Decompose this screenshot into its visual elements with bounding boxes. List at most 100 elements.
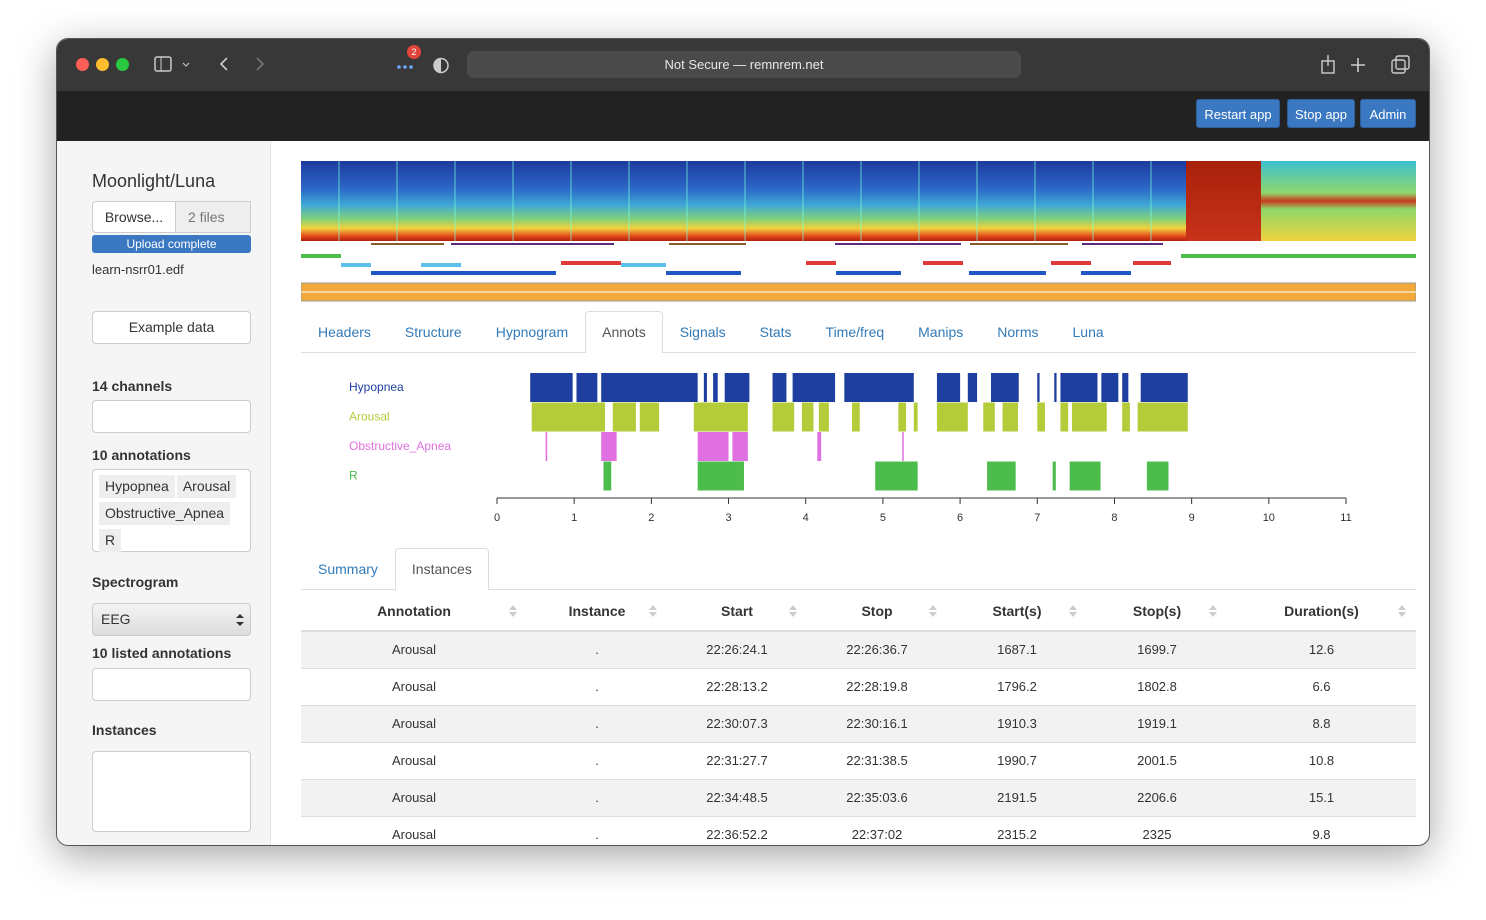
annotation-event (1101, 373, 1118, 402)
sort-icon (929, 604, 937, 618)
instances-table: AnnotationInstanceStartStopStart(s)Stop(… (301, 591, 1416, 846)
legend-label: Arousal (349, 410, 390, 424)
annotation-event (844, 373, 913, 402)
table-cell: 2191.5 (947, 779, 1087, 816)
tab[interactable]: Signals (663, 311, 743, 352)
tab[interactable]: Luna (1056, 311, 1121, 352)
table-cell: . (527, 779, 667, 816)
column-header[interactable]: Annotation (301, 591, 527, 631)
table-row[interactable]: Arousal.22:28:13.222:28:19.81796.21802.8… (301, 668, 1416, 705)
restart-button[interactable]: Restart app (1196, 99, 1280, 128)
legend-label: Obstructive_Apnea (349, 439, 451, 453)
legend-label: Hypopnea (349, 380, 404, 394)
table-row[interactable]: Arousal.22:31:27.722:31:38.51990.72001.5… (301, 742, 1416, 779)
example-button[interactable]: Example data (92, 311, 251, 344)
table-cell: 22:36:52.2 (667, 816, 807, 846)
tab[interactable]: Annots (585, 311, 663, 353)
browse-button[interactable]: Browse... (92, 201, 176, 233)
annotation-tag[interactable]: Obstructive_Apnea (99, 502, 230, 525)
annotation-event (914, 403, 918, 432)
sort-icon (1069, 604, 1077, 618)
annotation-tag[interactable]: Hypopnea (99, 475, 175, 498)
channels-label: 14 channels (92, 378, 172, 394)
table-cell: . (527, 631, 667, 668)
hypnogram (301, 241, 1416, 303)
address-bar[interactable]: Not Secure — remnrem.net (467, 51, 1021, 78)
column-header[interactable]: Stop (807, 591, 947, 631)
sort-icon (509, 604, 517, 618)
annotation-event (1037, 403, 1045, 432)
channels-input[interactable] (92, 400, 251, 433)
column-header[interactable]: Stop(s) (1087, 591, 1227, 631)
title-bar: 2 Not Secure — remnrem.net (57, 39, 1430, 91)
main-panel: HeadersStructureHypnogramAnnotsSignalsSt… (301, 141, 1416, 846)
table-cell: 22:31:27.7 (667, 742, 807, 779)
instances-input[interactable] (92, 751, 251, 832)
tab[interactable]: Instances (395, 548, 489, 590)
extension-icons[interactable] (395, 55, 455, 75)
annotations-label: 10 annotations (92, 447, 191, 463)
table-cell: 2001.5 (1087, 742, 1227, 779)
tab[interactable]: Summary (301, 548, 395, 589)
annotation-event (991, 373, 1019, 402)
x-tick-label: 10 (1263, 512, 1275, 524)
table-cell: 8.8 (1227, 705, 1416, 742)
table-row[interactable]: Arousal.22:30:07.322:30:16.11910.31919.1… (301, 705, 1416, 742)
listed-input[interactable] (92, 668, 251, 701)
tab[interactable]: Time/freq (809, 311, 902, 352)
annotation-event (704, 373, 707, 402)
tab[interactable]: Structure (388, 311, 479, 352)
tab[interactable]: Manips (901, 311, 980, 352)
annotation-event (852, 403, 860, 432)
annotation-tag[interactable]: R (99, 529, 121, 552)
tab[interactable]: Norms (980, 311, 1055, 352)
close-button[interactable] (76, 58, 89, 71)
legend-label: R (349, 469, 358, 483)
tab[interactable]: Headers (301, 311, 388, 352)
annotation-event (698, 462, 744, 491)
column-header[interactable]: Start (667, 591, 807, 631)
zoom-button[interactable] (116, 58, 129, 71)
annotation-event (604, 462, 612, 491)
admin-button[interactable]: Admin (1360, 99, 1416, 128)
annotation-event (576, 373, 597, 402)
sort-arrows (929, 605, 937, 617)
annotation-event (987, 462, 1016, 491)
sort-arrows (789, 605, 797, 617)
x-tick-label: 3 (725, 512, 731, 524)
browser-window: 2 Not Secure — remnrem.net Restart app S… (56, 38, 1430, 846)
stop-button[interactable]: Stop app (1287, 99, 1355, 128)
x-tick-label: 8 (1111, 512, 1117, 524)
tab[interactable]: Stats (743, 311, 809, 352)
annotation-event (1147, 462, 1169, 491)
column-header[interactable]: Start(s) (947, 591, 1087, 631)
tab-bar: HeadersStructureHypnogramAnnotsSignalsSt… (301, 311, 1416, 353)
table-row[interactable]: Arousal.22:26:24.122:26:36.71687.11699.7… (301, 631, 1416, 668)
table-cell: . (527, 742, 667, 779)
spectrogram-artifact (1261, 161, 1416, 241)
spectrogram-select[interactable]: EEG (92, 603, 251, 636)
annotations-select[interactable]: HypopneaArousal Obstructive_Apnea R (92, 469, 251, 552)
column-header[interactable]: Duration(s) (1227, 591, 1416, 631)
annotation-event (937, 373, 960, 402)
tab[interactable]: Hypnogram (479, 311, 585, 352)
toolbar-icons[interactable] (1312, 53, 1412, 77)
table-cell: . (527, 705, 667, 742)
annotation-event (725, 373, 750, 402)
minimize-button[interactable] (96, 58, 109, 71)
annotation-event (1037, 373, 1039, 402)
table-row[interactable]: Arousal.22:36:52.222:37:022315.223259.8 (301, 816, 1416, 846)
annotation-event (613, 403, 636, 432)
sort-icon (789, 604, 797, 618)
table-cell: 22:26:24.1 (667, 631, 807, 668)
table-head: AnnotationInstanceStartStopStart(s)Stop(… (301, 591, 1416, 631)
annotation-event (773, 373, 787, 402)
annotation-tag[interactable]: Arousal (177, 475, 236, 498)
spectrogram-artifact (1186, 161, 1261, 241)
table-cell: . (527, 668, 667, 705)
annotation-event (698, 432, 729, 461)
annotation-event (968, 373, 977, 402)
annotation-event (546, 432, 548, 461)
column-header[interactable]: Instance (527, 591, 667, 631)
table-row[interactable]: Arousal.22:34:48.522:35:03.62191.52206.6… (301, 779, 1416, 816)
